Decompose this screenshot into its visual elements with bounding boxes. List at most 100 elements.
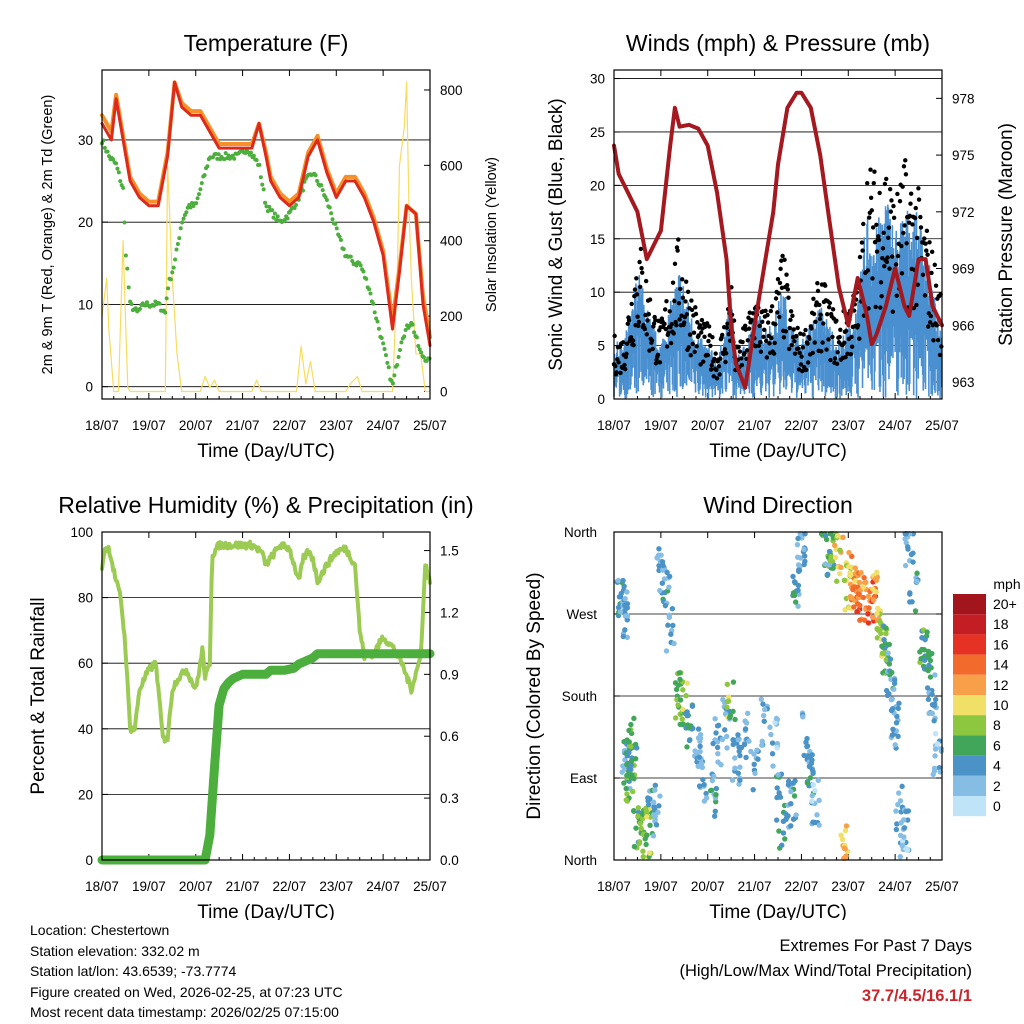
dewpoint-point — [129, 302, 134, 307]
wind-gust-point — [915, 282, 920, 287]
wind-gust-point — [746, 326, 752, 331]
wind-gust-point — [718, 356, 723, 361]
direction-point — [710, 740, 716, 747]
wind-gust-point — [824, 347, 829, 352]
direction-point — [664, 569, 670, 576]
direction-point — [879, 643, 885, 649]
wind-gust-point — [696, 333, 701, 338]
y-axis-label: 2m & 9m T (Red, Orange) & 2m Td (Green) — [40, 95, 56, 375]
elevation-text: Station elevation: 332.02 m — [30, 942, 200, 959]
dewpoint-point — [111, 157, 116, 162]
wind-gust-point — [887, 266, 892, 271]
wind-gust-point — [645, 318, 650, 323]
direction-point — [829, 558, 836, 564]
dewpoint-point — [114, 161, 119, 166]
wind-gust-point — [817, 316, 823, 322]
dewpoint-point — [372, 310, 377, 315]
y2-tick-label: 972 — [952, 205, 975, 220]
direction-point — [904, 847, 911, 853]
direction-point — [910, 559, 916, 565]
x-tick-label: 22/07 — [273, 879, 307, 894]
dewpoint-point — [315, 178, 320, 183]
direction-point — [925, 696, 932, 703]
created-text: Figure created on Wed, 2026-02-25, at 07… — [30, 983, 343, 1000]
wind-gust-point — [618, 370, 623, 376]
legend-label: 12 — [993, 677, 1009, 693]
wind-gust-point — [913, 205, 918, 211]
direction-point — [931, 718, 937, 724]
y2-axis-label: Station Pressure (Maroon) — [996, 123, 1017, 346]
direction-point — [655, 809, 661, 816]
dewpoint-point — [350, 258, 355, 263]
wind-gust-point — [708, 367, 714, 372]
dewpoint-point — [327, 205, 332, 210]
wind-gust-point — [797, 350, 802, 356]
wind-gust-point — [874, 249, 880, 254]
x-tick-label: 20/07 — [179, 879, 213, 894]
wind-gust-point — [844, 328, 849, 334]
direction-point — [808, 760, 815, 766]
wind-gust-point — [662, 321, 667, 327]
wind-gust-point — [708, 343, 713, 348]
dewpoint-point — [354, 263, 359, 268]
y-tick-label: North — [564, 853, 597, 868]
direction-point — [924, 629, 930, 635]
direction-point — [637, 820, 644, 827]
direction-point — [852, 578, 858, 584]
direction-point — [883, 625, 889, 631]
direction-point — [679, 716, 685, 722]
legend-swatch — [953, 715, 986, 736]
direction-point — [894, 821, 900, 827]
dewpoint-point — [398, 347, 403, 352]
wind-gust-point — [639, 266, 644, 271]
dewpoint-point — [164, 296, 169, 301]
wind-gust-point — [805, 341, 810, 346]
wind-gust-point — [678, 286, 683, 292]
wind-gust-point — [765, 312, 770, 318]
direction-point — [874, 569, 880, 576]
dewpoint-point — [319, 183, 324, 188]
dewpoint-point — [403, 328, 408, 333]
y-tick-label: 20 — [590, 178, 605, 193]
wind-gust-point — [934, 323, 939, 328]
wind-gust-point — [716, 364, 722, 369]
direction-point — [632, 756, 639, 762]
direction-point — [621, 780, 627, 786]
wind-gust-point — [699, 330, 704, 335]
wind-gust-point — [626, 317, 632, 323]
direction-point — [791, 793, 798, 799]
y2-tick-label: 400 — [440, 234, 463, 249]
direction-point — [652, 782, 659, 789]
legend-label: 20+ — [993, 596, 1017, 612]
wind-gust-point — [634, 292, 640, 297]
dewpoint-point — [392, 373, 397, 378]
wind-gust-point — [924, 248, 929, 253]
legend-swatch — [953, 594, 986, 615]
wind-gust-point — [894, 293, 899, 298]
wind-gust-point — [871, 180, 876, 186]
dewpoint-point — [173, 257, 178, 262]
x-tick-label: 20/07 — [691, 418, 725, 433]
dewpoint-point — [395, 363, 400, 368]
wind-gust-point — [767, 341, 772, 346]
direction-point — [626, 749, 632, 756]
wind-gust-point — [903, 158, 908, 163]
direction-point — [795, 535, 801, 542]
wind-gust-point — [807, 336, 812, 341]
y2-tick-label: 978 — [952, 91, 975, 106]
direction-point — [660, 567, 666, 573]
dewpoint-point — [232, 156, 237, 161]
direction-point — [665, 622, 671, 628]
direction-point — [730, 737, 736, 743]
direction-point — [656, 546, 662, 552]
direction-point — [696, 754, 703, 760]
direction-point — [926, 662, 932, 669]
dewpoint-point — [251, 153, 256, 158]
direction-point — [893, 826, 900, 833]
direction-point — [615, 577, 621, 584]
direction-point — [857, 617, 863, 623]
direction-point — [714, 739, 721, 745]
wind-gust-point — [706, 324, 712, 329]
wind-gust-point — [698, 362, 703, 367]
direction-point — [767, 724, 773, 730]
